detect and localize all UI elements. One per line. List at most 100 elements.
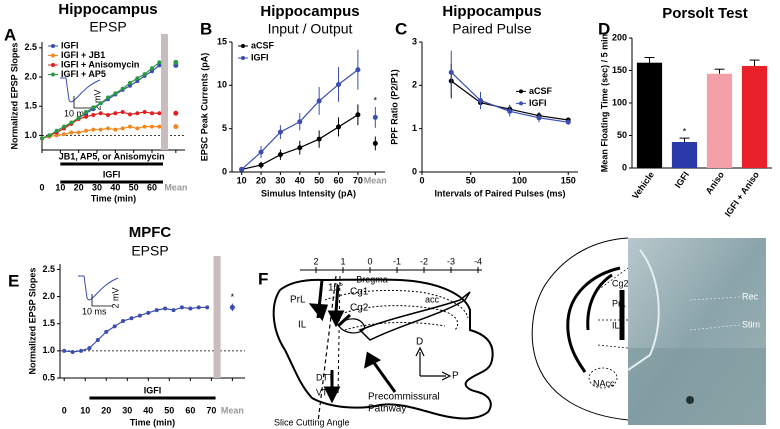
y-tick-label: 3 [412, 36, 417, 46]
chart-subtitle: EPSP [89, 19, 126, 35]
y-tick-label: 0 [222, 166, 227, 176]
inset-scale-label: 2 mV [92, 89, 102, 110]
chart-subtitle: Paired Pulse [452, 21, 532, 37]
data-point [205, 305, 210, 310]
chart-title: Porsolt Test [662, 5, 748, 22]
data-point [146, 310, 151, 315]
data-point [128, 124, 132, 129]
washout-shade [161, 34, 168, 150]
panel-label: C [395, 19, 407, 38]
significance: * [683, 126, 687, 136]
y-tick-label: 0.5 [42, 372, 55, 382]
y-tick-label: 0 [412, 166, 417, 176]
data-point [137, 313, 142, 318]
y-axis-label: Normalized EPSP Slopes [27, 268, 37, 375]
x-tick-label: 100 [512, 175, 527, 185]
data-point [106, 126, 110, 131]
y-tick-label: 5 [222, 123, 227, 133]
y-tick-label: 2.0 [42, 291, 55, 301]
vertical-line [337, 275, 341, 396]
legend-marker [51, 44, 55, 48]
x-tick-label: Mean [164, 182, 187, 192]
label: Cg1 [350, 287, 369, 298]
data-point [79, 348, 84, 353]
data-point [277, 152, 283, 158]
label: Slice Cutting Angle [274, 417, 350, 427]
data-point [98, 111, 103, 116]
data-point [135, 111, 140, 116]
data-point [128, 83, 132, 88]
data-point [179, 305, 184, 310]
data-point [54, 128, 59, 133]
bregma-tick-label: -4 [474, 256, 482, 266]
bregma-tick-label: -2 [420, 256, 428, 266]
data-point [40, 136, 44, 141]
label: 10° [328, 283, 343, 294]
data-point [157, 111, 162, 116]
chart-title: Hippocampus [442, 3, 541, 20]
label: PrL [290, 295, 306, 306]
bar [706, 73, 733, 168]
y-tick-label: 2.0 [24, 71, 37, 81]
data-point [47, 133, 52, 138]
data-point [336, 81, 342, 87]
x-tick-label: 70 [206, 405, 216, 415]
region-borders [324, 289, 469, 331]
photo-feature [686, 396, 694, 404]
x-tick-label: 60 [147, 182, 157, 192]
y-tick-label: 100 [612, 97, 627, 107]
legend-label: aCSF [251, 40, 275, 50]
data-point [163, 306, 168, 311]
label: DTT [316, 372, 334, 382]
data-point [113, 111, 118, 116]
data-point [135, 79, 140, 84]
coronal-outline [531, 237, 629, 421]
data-point [98, 101, 103, 106]
data-point [128, 80, 132, 85]
bregma-tick-label: -3 [447, 256, 455, 266]
data-point [87, 346, 92, 351]
label: VTT [316, 387, 334, 397]
data-point [157, 63, 162, 68]
data-point [62, 124, 66, 129]
mean-point [372, 114, 378, 120]
data-point [69, 130, 74, 135]
data-point [62, 132, 66, 137]
label: Stim [742, 319, 760, 329]
panel-label: E [8, 271, 19, 290]
y-axis-label: EPSC Peak Currents (pA) [199, 53, 209, 162]
y-tick-label: 200 [612, 32, 627, 42]
data-point [76, 115, 81, 120]
data-point [142, 72, 147, 77]
x-tick-label: 0 [419, 175, 424, 185]
x-tick-label: 60 [334, 175, 344, 185]
data-point [277, 129, 283, 135]
data-point [69, 120, 74, 125]
data-point [120, 86, 125, 91]
panel-label: D [598, 19, 610, 38]
washout-shade [213, 256, 221, 378]
x-tick-label: 10 [80, 405, 90, 415]
slice-line [317, 275, 337, 423]
x-tick-label: IGFI [673, 170, 691, 190]
data-point [91, 112, 96, 117]
data-point [196, 305, 201, 310]
legend-label: IGFI + JB1 [61, 50, 105, 60]
x-tick-label: 40 [295, 175, 305, 185]
mean-point [173, 124, 179, 130]
data-point [120, 110, 125, 115]
data-point [258, 162, 264, 168]
chart-subtitle: EPSP [131, 243, 168, 259]
data-point [84, 128, 88, 133]
arrow [364, 351, 397, 393]
data-point [355, 112, 361, 118]
x-tick-label: 50 [164, 405, 174, 415]
y-tick-label: 10 [217, 80, 227, 90]
legend-label: IGFI [529, 98, 547, 108]
data-point [157, 124, 162, 129]
corpus-callosum [358, 291, 471, 341]
data-point [150, 66, 154, 71]
legend-label: IGFI + Anisomycin [61, 59, 139, 69]
x-tick-label: Mean [364, 175, 387, 185]
data-point [297, 119, 303, 125]
